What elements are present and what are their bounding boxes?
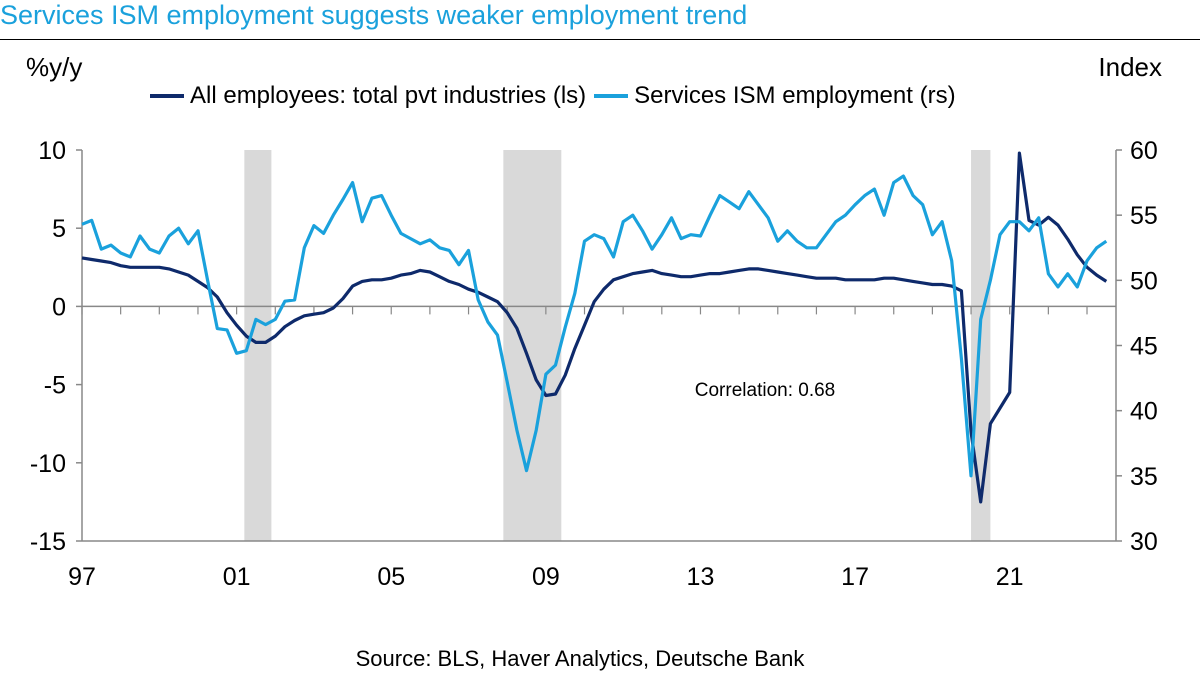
x-tick-label: 05 [377, 563, 405, 591]
legend-item-left-series: All employees: total pvt industries (ls) [150, 82, 586, 110]
series-line-left [81, 151, 1108, 504]
legend-item-right-series: Services ISM employment (rs) [594, 82, 956, 110]
x-tick-label: 97 [68, 563, 96, 591]
left-tick-label: 10 [38, 137, 66, 165]
chart-title: Services ISM employment suggests weaker … [0, 0, 748, 30]
left-tick-label: 5 [52, 215, 66, 243]
left-tick-label: 0 [52, 293, 66, 321]
right-tick-label: 35 [1130, 463, 1158, 491]
x-tick-label: 09 [532, 563, 560, 591]
right-tick-label: 45 [1130, 333, 1158, 361]
legend-swatch-right-series [594, 94, 629, 98]
recession-band-1 [503, 150, 562, 541]
right-tick-label: 30 [1130, 528, 1158, 556]
left-tick-label: -15 [30, 528, 66, 556]
legend-label-right-series: Services ISM employment (rs) [634, 82, 956, 109]
x-tick-label: 01 [223, 563, 251, 591]
recession-band-2 [971, 150, 991, 541]
series-line-right [81, 174, 1108, 478]
source-note: Source: BLS, Haver Analytics, Deutsche B… [355, 646, 805, 671]
legend: All employees: total pvt industries (ls)… [150, 82, 964, 110]
right-tick-label: 55 [1130, 202, 1158, 230]
series-lines [81, 151, 1108, 504]
left-axis-label: %y/y [26, 52, 83, 82]
legend-swatch-left-series [150, 94, 184, 98]
right-tick-label: 60 [1130, 137, 1158, 165]
left-tick-label: -10 [30, 450, 66, 478]
correlation-annotation: Correlation: 0.68 [695, 380, 835, 401]
recession-bands [244, 150, 991, 541]
left-tick-label: -5 [44, 372, 66, 400]
x-tick-label: 21 [996, 563, 1024, 591]
right-tick-label: 40 [1130, 398, 1158, 426]
x-tick-label: 13 [687, 563, 715, 591]
x-tick-label: 17 [841, 563, 869, 591]
legend-label-left-series: All employees: total pvt industries (ls) [190, 82, 587, 109]
title-divider [0, 39, 1200, 40]
right-tick-label: 50 [1130, 267, 1158, 295]
right-axis-label: Index [1098, 52, 1162, 82]
